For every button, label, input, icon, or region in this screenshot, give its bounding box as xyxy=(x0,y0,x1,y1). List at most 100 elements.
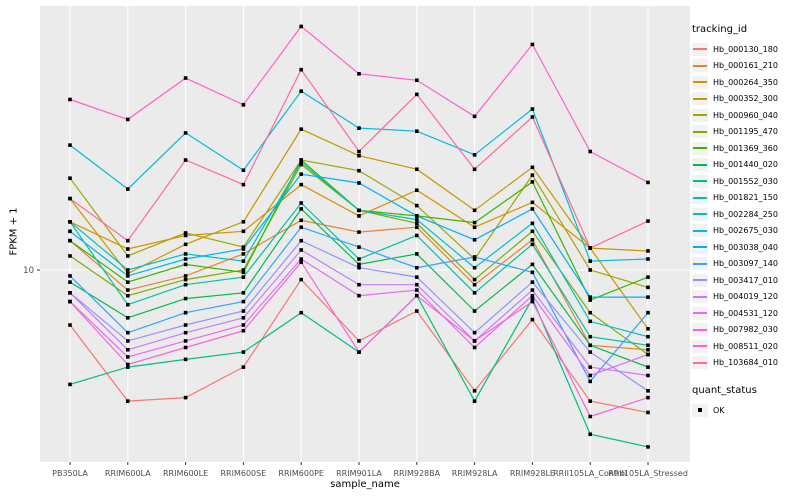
legend-item-label: Hb_000352_300 xyxy=(713,94,778,104)
legend-color-line xyxy=(693,328,707,331)
x-tick-label: RRII105LA_Stressed xyxy=(608,469,688,478)
data-point-marker xyxy=(646,219,650,223)
data-point-marker xyxy=(357,181,361,185)
data-point-marker xyxy=(126,117,130,122)
data-point-marker xyxy=(241,252,246,256)
data-point-marker xyxy=(588,298,592,302)
data-point-marker xyxy=(183,296,188,301)
data-point-marker xyxy=(68,176,72,181)
data-point-marker xyxy=(646,410,650,415)
data-point-marker xyxy=(357,245,361,249)
data-point-marker xyxy=(472,167,477,172)
data-point-marker xyxy=(646,249,650,253)
data-point-marker xyxy=(588,432,592,437)
data-point-marker xyxy=(472,345,477,350)
legend-item-label: Hb_001195_470 xyxy=(713,127,778,137)
data-point-marker xyxy=(472,238,477,242)
data-point-marker xyxy=(241,220,246,224)
legend-item-label: Hb_004531_120 xyxy=(713,308,778,318)
data-point-marker xyxy=(472,309,477,313)
legend-item-Hb_000960_040: Hb_000960_040 xyxy=(692,107,800,124)
data-point-marker xyxy=(126,316,130,320)
data-point-marker xyxy=(241,323,246,327)
x-tick-label: RRIM901LA xyxy=(336,469,382,478)
legend-item-label: Hb_001821_150 xyxy=(713,193,778,203)
data-point-marker xyxy=(241,259,246,263)
legend-key-line-icon xyxy=(692,75,708,89)
legend-item-Hb_000130_180: Hb_000130_180 xyxy=(692,41,800,58)
data-point-marker xyxy=(472,257,477,261)
data-point-marker xyxy=(183,233,188,238)
data-point-marker xyxy=(357,72,361,76)
data-point-marker xyxy=(126,293,130,298)
data-point-marker xyxy=(646,275,650,279)
data-point-marker xyxy=(530,280,535,284)
legend-key-line-icon xyxy=(692,290,708,304)
data-point-marker xyxy=(530,288,535,292)
legend-item-label: Hb_007982_030 xyxy=(713,325,778,335)
data-point-marker xyxy=(588,310,592,315)
data-point-marker xyxy=(530,180,535,184)
legend-key-line-icon xyxy=(692,191,708,205)
data-point-marker xyxy=(126,362,130,367)
data-point-marker xyxy=(183,339,188,343)
data-point-marker xyxy=(299,207,303,211)
data-point-marker xyxy=(415,265,419,270)
data-point-marker xyxy=(183,357,188,362)
data-point-marker xyxy=(183,310,188,315)
legend-item-label: Hb_002675_030 xyxy=(713,226,778,236)
data-point-marker xyxy=(299,238,303,243)
legend-item-label: Hb_103684_010 xyxy=(713,358,778,368)
legend-color-line xyxy=(693,114,707,117)
data-point-marker xyxy=(68,238,72,243)
legend-color-line xyxy=(693,97,707,100)
legend-color-line xyxy=(693,345,707,348)
data-point-marker xyxy=(357,293,361,298)
data-point-marker xyxy=(646,373,650,378)
data-point-marker xyxy=(588,319,592,324)
data-point-marker xyxy=(530,229,535,234)
data-point-marker xyxy=(472,208,477,213)
data-point-marker xyxy=(588,268,592,272)
legend-item-Hb_000352_300: Hb_000352_300 xyxy=(692,91,800,108)
legend-color-line xyxy=(693,81,707,84)
legend-item-Hb_001440_020: Hb_001440_020 xyxy=(692,157,800,174)
data-point-marker xyxy=(299,172,303,176)
data-point-marker xyxy=(241,316,246,320)
legend-key-line-icon xyxy=(692,339,708,353)
data-point-marker xyxy=(646,310,650,315)
legend-item-Hb_004531_120: Hb_004531_120 xyxy=(692,305,800,322)
legend-key-line-icon xyxy=(692,42,708,56)
data-point-marker xyxy=(646,285,650,290)
data-point-marker xyxy=(588,334,592,339)
legend-title-quant-status: quant_status xyxy=(692,385,757,396)
data-point-marker xyxy=(530,107,535,111)
data-point-marker xyxy=(415,221,419,226)
data-point-marker xyxy=(646,365,650,369)
data-point-marker xyxy=(68,220,72,224)
legend-key-line-icon xyxy=(692,141,708,155)
legend-item-label: Hb_000264_350 xyxy=(713,77,778,87)
data-point-marker xyxy=(472,291,477,295)
data-point-marker xyxy=(472,225,477,230)
data-point-marker xyxy=(241,168,246,173)
legend-key-line-icon xyxy=(692,59,708,73)
legend-color-line xyxy=(693,163,707,166)
data-point-marker xyxy=(299,160,303,165)
data-point-marker xyxy=(357,149,361,154)
legend-item-label: Hb_000960_040 xyxy=(713,110,778,120)
legend-color-line xyxy=(693,246,707,249)
legend-color-line xyxy=(693,196,707,199)
data-point-marker xyxy=(299,158,303,162)
legend-item-Hb_001821_150: Hb_001821_150 xyxy=(692,190,800,207)
data-point-marker xyxy=(183,345,188,350)
data-point-marker xyxy=(530,293,535,298)
data-point-marker xyxy=(472,255,477,259)
x-tick-label: PB350LA xyxy=(52,469,88,478)
data-point-marker xyxy=(415,203,419,208)
x-tick-label: RRIM600SE xyxy=(221,469,267,478)
data-point-marker xyxy=(126,365,130,369)
legend-item-Hb_003097_140: Hb_003097_140 xyxy=(692,256,800,273)
data-point-marker xyxy=(588,246,592,250)
data-point-marker xyxy=(646,352,650,357)
